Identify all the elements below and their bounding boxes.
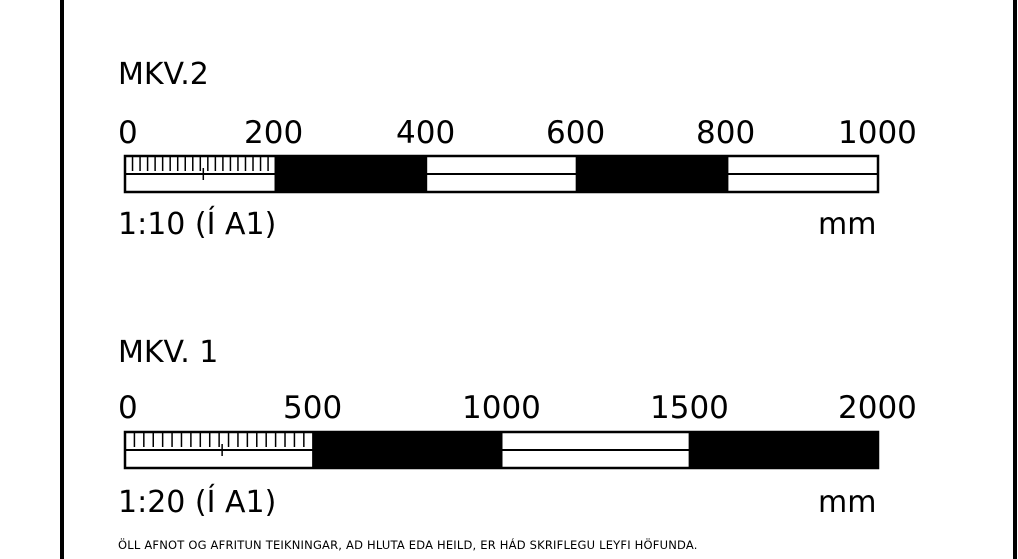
scale-segment-lower [312,449,503,469]
scale-segment-lower [688,449,879,469]
scale-ratio: 1:20 (Í A1) [118,485,277,520]
drawing-frame-right-border [1013,0,1017,559]
scale-bar-outline [123,430,880,470]
copyright-notice: ÖLL AFNOT OG AFRITUN TEIKNINGAR, AD HLUT… [118,538,698,552]
scale-title: MKV. 1 [118,335,219,370]
tick-label: 0 [118,390,138,426]
tick-label: 1500 [650,390,729,426]
tick-label: 800 [696,115,756,151]
tick-label: 500 [283,390,343,426]
scale-segment-lower [500,449,691,469]
drawing-frame-left-border [60,0,64,559]
scale-segment-upper [312,431,503,451]
scale-segment-upper [500,431,691,451]
tick-label: 0 [118,115,138,151]
scale-segment-upper [688,431,879,451]
scale-unit: mm [818,207,877,242]
tick-label: 2000 [838,390,917,426]
scale-ratio: 1:10 (Í A1) [118,207,277,242]
scale-unit: mm [818,485,877,520]
scale-title: MKV.2 [118,57,209,92]
scale-bar-segments [123,154,880,194]
tick-label: 200 [244,115,304,151]
scale-bar-outline [123,154,880,194]
scale-segment-lower [124,449,315,469]
tick-label: 400 [396,115,456,151]
tick-label: 1000 [462,390,541,426]
tick-label: 600 [546,115,606,151]
scale-bar-segments [123,430,880,470]
tick-label: 1000 [838,115,917,151]
